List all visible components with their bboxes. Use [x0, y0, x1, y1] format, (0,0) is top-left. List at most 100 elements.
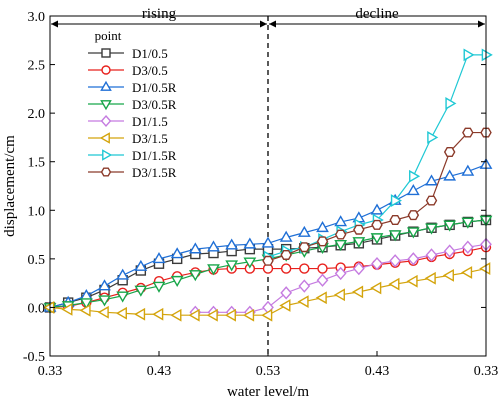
data-point [425, 195, 438, 206]
data-point [262, 255, 274, 266]
legend-item: D3/1.5R [88, 165, 177, 180]
data-point [102, 149, 113, 161]
data-point [334, 266, 347, 281]
data-point [409, 169, 421, 183]
data-point [461, 164, 475, 176]
data-point [479, 262, 491, 275]
data-point [97, 305, 109, 319]
data-point [406, 184, 420, 196]
data-point [371, 257, 383, 271]
series-d3-1-5 [43, 262, 491, 322]
data-point [425, 223, 438, 235]
data-point [388, 277, 400, 291]
legend-label: D3/0.5 [132, 63, 168, 78]
data-point [443, 147, 456, 157]
data-point [442, 268, 454, 282]
data-point [443, 244, 456, 258]
data-point [298, 242, 311, 253]
data-point [333, 288, 345, 302]
phase-arrow-head-right [260, 20, 267, 28]
data-point [443, 220, 457, 232]
data-point [334, 215, 348, 227]
data-point [334, 229, 347, 240]
data-point [152, 307, 164, 321]
phase-arrow-head-left [269, 20, 276, 28]
phase-arrow-head-right [478, 20, 485, 28]
data-point [101, 65, 111, 75]
legend-item: D3/0.5 [88, 63, 168, 78]
legend-item: D1/0.5 [88, 46, 168, 61]
data-point [100, 100, 112, 111]
legend-label: D3/1.5 [132, 131, 168, 146]
data-point [206, 308, 218, 322]
data-point [101, 48, 111, 58]
data-point [261, 308, 273, 322]
data-point [134, 307, 146, 321]
data-point [279, 299, 291, 312]
data-point [207, 264, 220, 276]
data-point [352, 237, 366, 249]
data-point [425, 248, 438, 262]
phase-label: decline [355, 6, 399, 22]
y-tick-label: 0.0 [28, 301, 46, 316]
data-point [427, 131, 439, 144]
data-point [188, 308, 200, 322]
data-point [261, 236, 275, 248]
data-point [406, 227, 420, 239]
series-d1-1-5r [263, 48, 493, 264]
data-point [224, 308, 236, 322]
data-point [115, 306, 127, 320]
data-point [461, 240, 474, 254]
x-tick-label: 0.33 [474, 364, 498, 379]
data-point [116, 291, 130, 303]
data-point [243, 257, 257, 269]
data-point [390, 194, 402, 207]
legend-title: point [95, 28, 122, 43]
data-point [116, 268, 130, 280]
data-point [352, 261, 365, 276]
data-point [370, 233, 384, 245]
data-point [280, 263, 292, 274]
data-point [243, 308, 255, 322]
data-point [424, 271, 436, 285]
legend-item: D3/1.5 [88, 131, 168, 146]
data-point [316, 273, 329, 287]
data-point [188, 242, 202, 254]
legend-label: D1/0.5R [132, 80, 177, 95]
data-point [280, 286, 293, 300]
data-point [334, 239, 348, 252]
data-point [207, 240, 220, 252]
data-point [100, 114, 112, 128]
legend-item: D1/1.5R [88, 148, 177, 163]
data-point [463, 48, 475, 62]
y-axis-label: displacement/cm [2, 135, 18, 237]
data-point [462, 127, 474, 138]
data-point [99, 132, 110, 144]
data-point [152, 252, 166, 264]
data-point [407, 210, 420, 221]
data-point [445, 97, 457, 110]
data-point [406, 274, 418, 288]
data-point [225, 238, 239, 250]
legend-item: D3/0.5R [88, 97, 177, 112]
data-point [100, 80, 112, 91]
data-point [188, 270, 202, 282]
legend-label: D1/1.5R [132, 148, 177, 163]
y-tick-label: 1.5 [28, 156, 46, 171]
data-point [98, 295, 111, 307]
series-d3-1-5r [262, 127, 492, 266]
data-point [317, 263, 328, 274]
data-point [243, 237, 257, 249]
data-point [407, 252, 420, 266]
legend-item: D1/1.5 [88, 114, 168, 129]
data-point [98, 279, 111, 291]
data-point [352, 285, 364, 299]
y-tick-label: -0.5 [23, 350, 45, 365]
data-point [370, 203, 384, 215]
x-tick-label: 0.43 [365, 364, 390, 379]
data-point [316, 236, 329, 247]
data-point [170, 275, 184, 288]
legend-label: D3/1.5R [132, 165, 177, 180]
